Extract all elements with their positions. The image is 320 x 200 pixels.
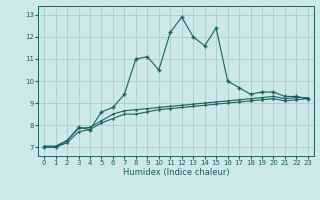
X-axis label: Humidex (Indice chaleur): Humidex (Indice chaleur) — [123, 168, 229, 177]
